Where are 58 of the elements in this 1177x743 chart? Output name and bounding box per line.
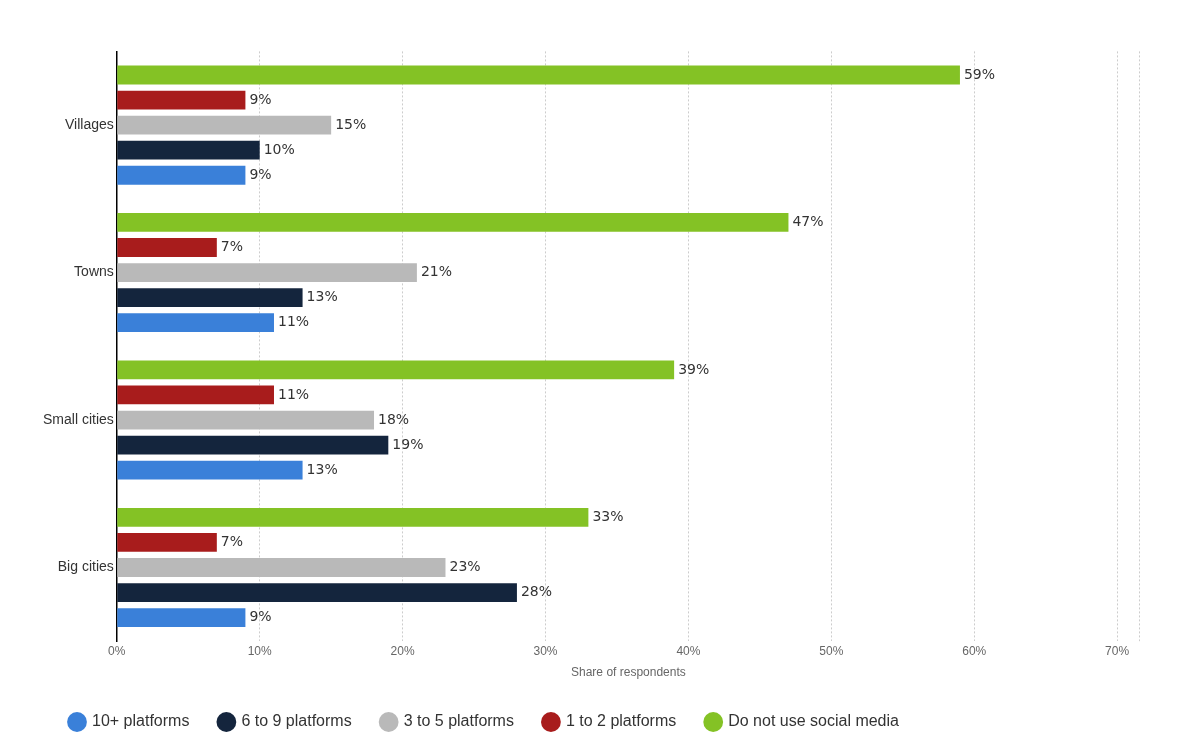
data-label: 23%: [449, 558, 481, 575]
legend-label: 10+ platforms: [92, 712, 190, 730]
bar: [117, 608, 246, 628]
x-tick-label: 70%: [1105, 643, 1130, 658]
data-label: 33%: [592, 507, 624, 524]
bar: [117, 583, 517, 602]
legend-label: Do not use social media: [728, 712, 900, 730]
y-tick-label: Small cities: [43, 410, 114, 427]
x-tick-label: 60%: [962, 643, 987, 658]
data-label: 11%: [277, 313, 310, 330]
legend-label: 1 to 2 platforms: [565, 712, 677, 730]
bar: [117, 558, 446, 577]
x-tick-label: 30%: [533, 643, 558, 658]
data-label: 18%: [378, 410, 410, 427]
data-label: 9%: [249, 165, 272, 182]
x-tick-label: 10%: [247, 643, 273, 658]
data-label: 10%: [263, 140, 295, 157]
data-label: 15%: [335, 115, 367, 132]
bar: [117, 385, 274, 405]
data-label: 11%: [277, 385, 310, 402]
legend-label: 6 to 9 platforms: [241, 712, 352, 730]
bar: [117, 90, 246, 110]
bar: [117, 65, 960, 85]
bar: [117, 115, 332, 135]
bar: [117, 165, 246, 185]
bar: [117, 360, 675, 380]
data-label: 39%: [678, 360, 710, 377]
data-label: 19%: [392, 435, 424, 452]
bar: [117, 238, 217, 257]
x-tick-label: 0%: [108, 643, 126, 658]
bar: [117, 288, 303, 308]
data-label: 21%: [420, 263, 453, 280]
bar: [117, 140, 260, 160]
bar: [117, 263, 417, 282]
data-label: 7%: [220, 238, 244, 255]
x-axis-title: Share of respondents: [571, 665, 686, 680]
data-label: 47%: [792, 213, 824, 230]
bar: [117, 435, 389, 455]
data-label: 59%: [963, 65, 996, 82]
x-tick-label: 50%: [819, 643, 844, 658]
y-tick-label: Towns: [74, 263, 114, 280]
bar: [117, 410, 375, 430]
bar: [117, 533, 217, 552]
x-tick-label: 40%: [676, 643, 701, 658]
bar: [117, 460, 303, 480]
data-label: 13%: [306, 460, 338, 477]
y-tick-label: Villages: [65, 115, 114, 132]
data-label: 28%: [520, 583, 553, 600]
data-label: 13%: [306, 288, 338, 305]
bar: [117, 213, 789, 232]
bar: [117, 507, 589, 527]
data-label: 7%: [220, 533, 244, 550]
x-tick-label: 20%: [390, 643, 415, 658]
legend-label: 3 to 5 platforms: [403, 712, 514, 730]
bar: [117, 313, 274, 333]
y-tick-label: Big cities: [57, 558, 114, 575]
data-label: 9%: [249, 90, 272, 107]
data-label: 9%: [249, 608, 272, 625]
